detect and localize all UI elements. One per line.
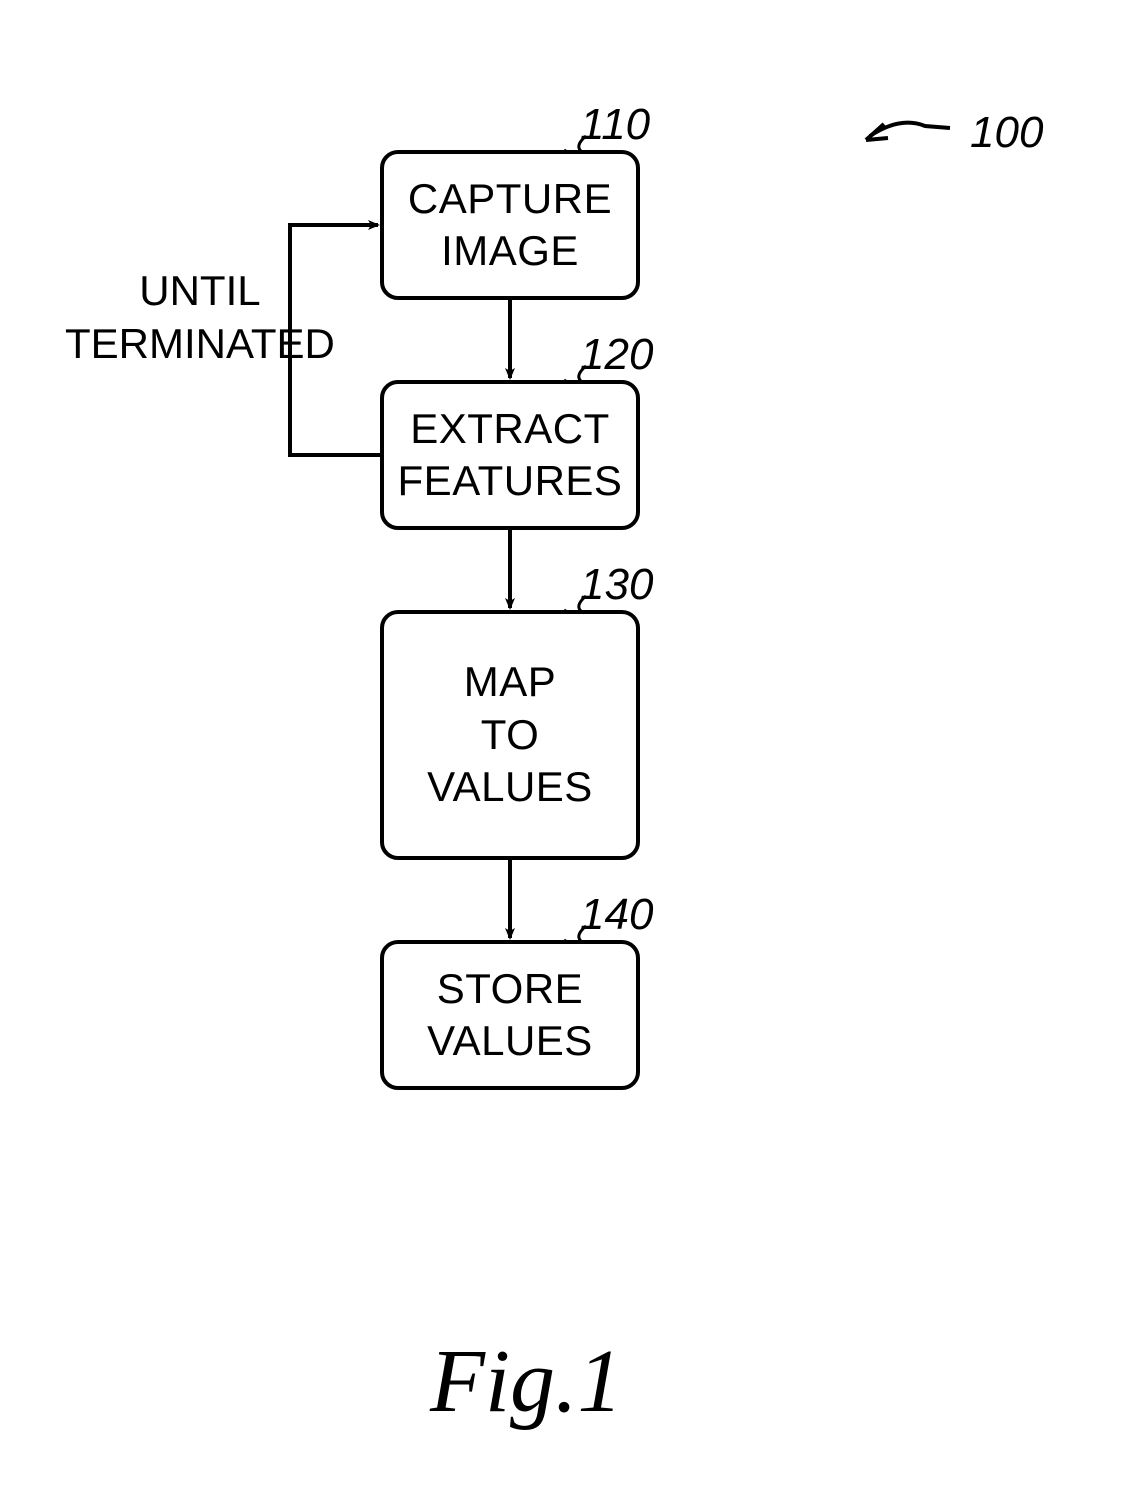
node-extract: EXTRACT FEATURES xyxy=(380,380,640,530)
loop-label: UNTIL TERMINATED xyxy=(65,265,335,370)
flowchart-canvas: CAPTURE IMAGE110 EXTRACT FEATURES120 MAP T… xyxy=(0,0,1132,1497)
figure-caption: Fig.1 xyxy=(430,1330,622,1433)
node-map: MAP TO VALUES xyxy=(380,610,640,860)
node-capture: CAPTURE IMAGE xyxy=(380,150,640,300)
node-store: STORE VALUES xyxy=(380,940,640,1090)
ref-label-130: 130 xyxy=(580,560,653,610)
ref-label-140: 140 xyxy=(580,890,653,940)
ref-label-120: 120 xyxy=(580,330,653,380)
ref-label-110: 110 xyxy=(580,100,650,150)
figure-ref-label: 100 xyxy=(970,108,1043,158)
